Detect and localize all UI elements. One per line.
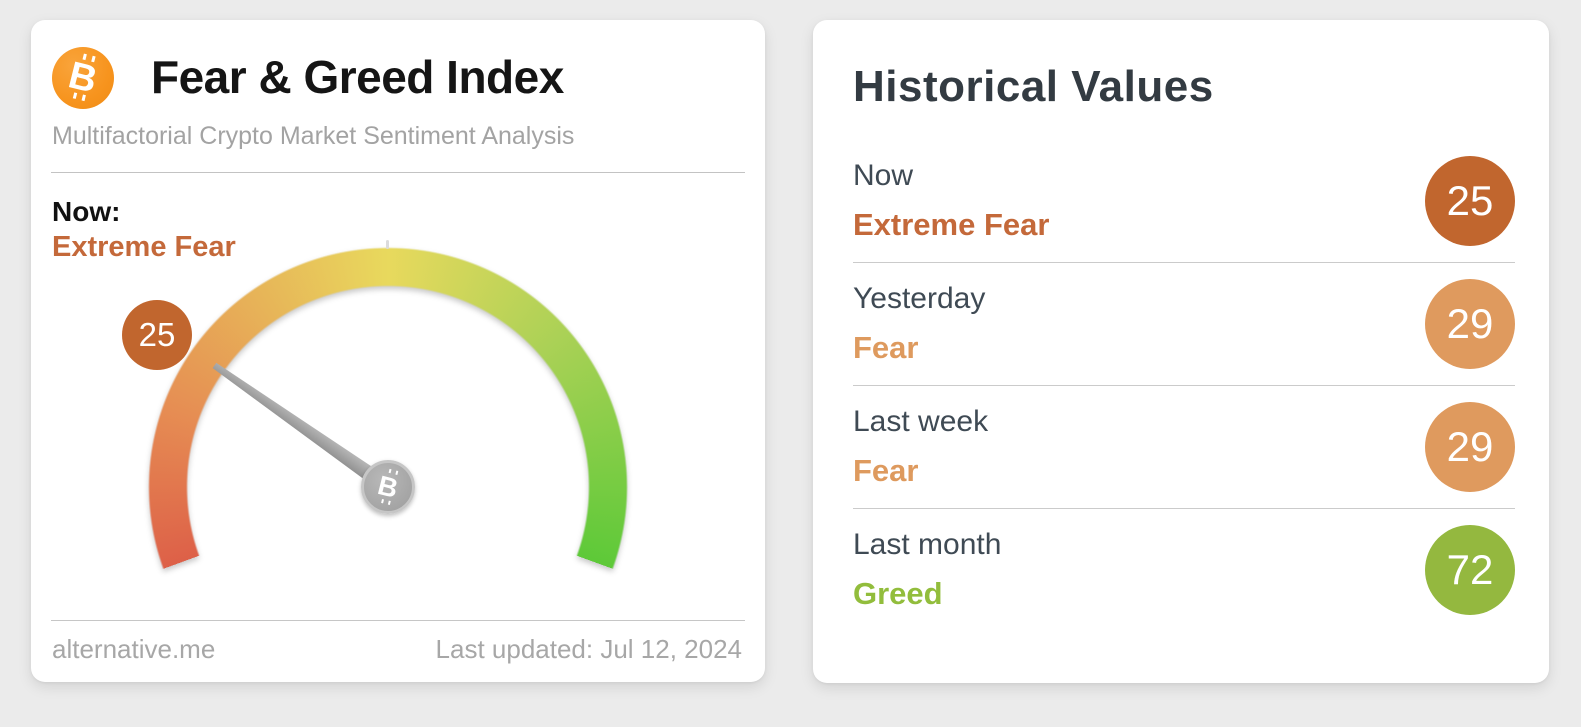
historical-values-content: Historical Values Now Extreme Fear 25 Ye… (853, 20, 1515, 631)
footer-divider (51, 620, 745, 621)
header-divider (51, 172, 745, 173)
historical-values-card: Historical Values Now Extreme Fear 25 Ye… (813, 20, 1549, 683)
gauge-top-tick (386, 240, 389, 249)
bitcoin-logo-icon: B (52, 47, 114, 109)
card-title: Fear & Greed Index (151, 51, 564, 103)
row-sentiment: Extreme Fear (853, 207, 1050, 242)
bitcoin-b-glyph: B (375, 469, 402, 504)
now-label: Now: (52, 196, 121, 227)
historical-row-last-week: Last week Fear 29 (853, 385, 1515, 508)
row-period-label: Last month (853, 528, 1002, 561)
historical-row-last-month: Last month Greed 72 (853, 508, 1515, 631)
row-period-label: Yesterday (853, 282, 986, 315)
bitcoin-b-glyph: B (64, 54, 102, 102)
source-link[interactable]: alternative.me (52, 634, 216, 664)
row-value-badge: 29 (1425, 402, 1515, 492)
card-footer: alternative.me Last updated: Jul 12, 202… (52, 634, 742, 665)
gauge-value-badge: 25 (122, 300, 192, 370)
historical-row-yesterday: Yesterday Fear 29 (853, 262, 1515, 385)
card-subtitle: Multifactorial Crypto Market Sentiment A… (52, 122, 575, 150)
row-value-badge: 72 (1425, 525, 1515, 615)
row-period-label: Last week (853, 405, 989, 438)
row-sentiment: Greed (853, 576, 943, 611)
row-sentiment: Fear (853, 453, 919, 488)
gauge-hub: B (361, 460, 415, 514)
gauge-needle (210, 359, 393, 494)
historical-row-now: Now Extreme Fear 25 (853, 140, 1515, 262)
row-sentiment: Fear (853, 330, 919, 365)
now-sentiment: Extreme Fear (52, 231, 236, 263)
fear-greed-card: B Fear & Greed Index Multifactorial Cryp… (31, 20, 765, 727)
historical-values-title: Historical Values (853, 62, 1214, 111)
row-value-badge: 25 (1425, 156, 1515, 246)
row-period-label: Now (853, 159, 914, 192)
row-value-badge: 29 (1425, 279, 1515, 369)
historical-rows: Now Extreme Fear 25 Yesterday Fear 29 La… (853, 140, 1515, 631)
last-updated-text: Last updated: Jul 12, 2024 (435, 634, 742, 664)
